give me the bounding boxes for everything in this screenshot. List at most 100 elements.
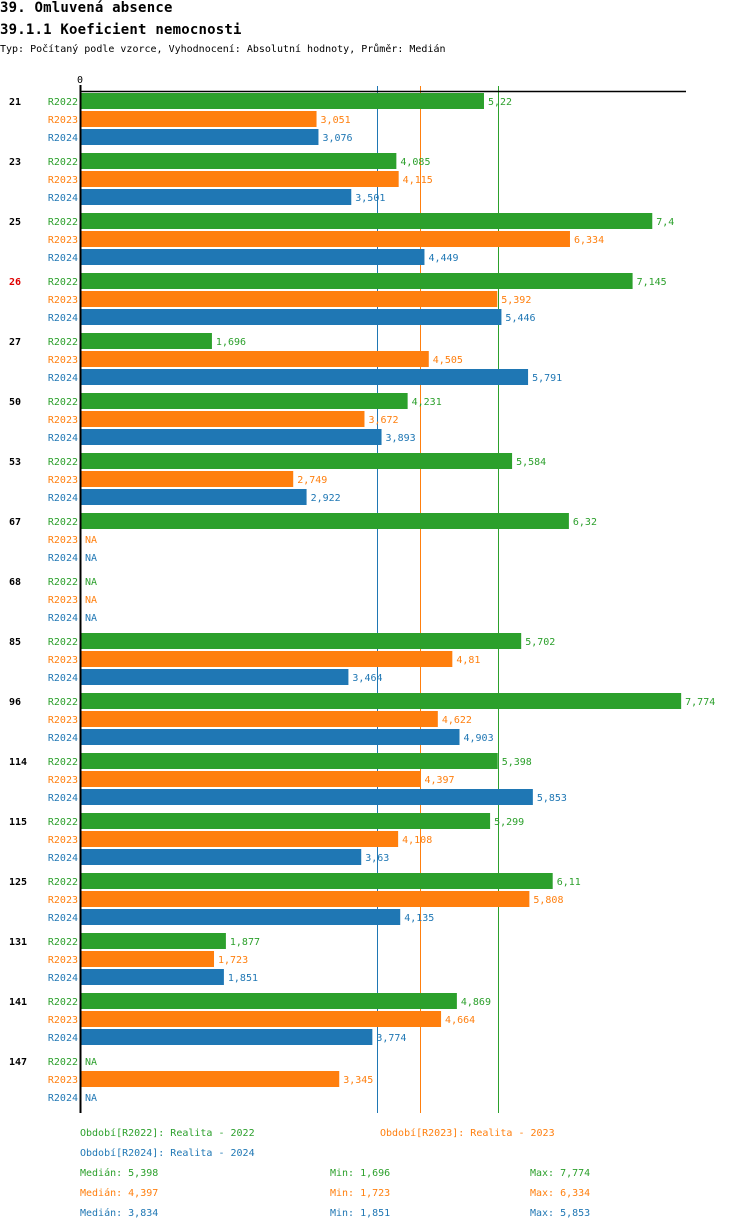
bar-r2023 — [81, 351, 429, 367]
bar-r2023 — [81, 471, 294, 487]
series-label: R2023 — [48, 775, 78, 786]
value-label: NA — [85, 553, 97, 564]
bar-r2022 — [81, 813, 491, 829]
bar-r2024 — [81, 849, 362, 865]
value-label: 5,392 — [501, 295, 531, 306]
bar-r2024 — [81, 489, 307, 505]
bar-r2024 — [81, 729, 460, 745]
value-label: 2,749 — [297, 475, 327, 486]
series-label: R2023 — [48, 895, 78, 906]
value-label: 3,051 — [321, 115, 351, 126]
category-label: 67 — [9, 517, 21, 528]
value-label: 5,446 — [505, 313, 535, 324]
bar-r2023 — [81, 951, 215, 967]
stat-max-r2023: Max: 6,334 — [530, 1188, 591, 1199]
value-label: 5,853 — [537, 793, 567, 804]
value-label: NA — [85, 1093, 97, 1104]
series-label: R2023 — [48, 1075, 78, 1086]
legend-item-r2022: Období[R2022]: Realita - 2022 — [80, 1128, 255, 1139]
value-label: 1,877 — [230, 937, 260, 948]
value-label: 4,231 — [412, 397, 442, 408]
value-label: 4,135 — [404, 913, 434, 924]
value-label: 7,774 — [685, 697, 715, 708]
series-label: R2023 — [48, 295, 78, 306]
value-label: 3,464 — [352, 673, 382, 684]
series-label: R2022 — [48, 517, 78, 528]
series-label: R2022 — [48, 817, 78, 828]
category-label: 53 — [9, 457, 21, 468]
series-label: R2023 — [48, 955, 78, 966]
category-label: 131 — [9, 937, 27, 948]
series-label: R2023 — [48, 715, 78, 726]
series-label: R2023 — [48, 655, 78, 666]
value-label: 3,672 — [368, 415, 398, 426]
value-label: 4,108 — [402, 835, 432, 846]
value-label: 3,63 — [365, 853, 389, 864]
series-label: R2022 — [48, 997, 78, 1008]
series-label: R2024 — [48, 493, 78, 504]
series-label: R2024 — [48, 1033, 78, 1044]
stat-median-r2022: Medián: 5,398 — [80, 1168, 159, 1179]
value-label: 4,115 — [403, 175, 433, 186]
bar-r2022 — [81, 333, 212, 349]
series-label: R2023 — [48, 235, 78, 246]
bar-r2022 — [81, 873, 553, 889]
value-label: 5,808 — [533, 895, 563, 906]
series-label: R2022 — [48, 637, 78, 648]
series-label: R2024 — [48, 913, 78, 924]
value-label: 4,397 — [424, 775, 454, 786]
bar-r2023 — [81, 1011, 442, 1027]
series-label: R2024 — [48, 733, 78, 744]
value-label: 3,345 — [343, 1075, 373, 1086]
bar-r2022 — [81, 933, 226, 949]
value-label: 4,505 — [433, 355, 463, 366]
stat-min-r2024: Min: 1,851 — [330, 1208, 391, 1219]
series-label: R2023 — [48, 535, 78, 546]
series-label: R2022 — [48, 697, 78, 708]
stat-median-r2024: Medián: 3,834 — [80, 1208, 159, 1219]
series-label: R2022 — [48, 937, 78, 948]
series-label: R2024 — [48, 673, 78, 684]
value-label: 4,903 — [464, 733, 494, 744]
bar-r2024 — [81, 1029, 373, 1045]
value-label: NA — [85, 577, 97, 588]
series-label: R2022 — [48, 577, 78, 588]
value-label: 3,076 — [322, 133, 352, 144]
category-label: 50 — [9, 397, 21, 408]
value-label: NA — [85, 613, 97, 624]
value-label: 3,893 — [386, 433, 416, 444]
value-label: NA — [85, 535, 97, 546]
bar-r2023 — [81, 1071, 340, 1087]
category-label: 27 — [9, 337, 21, 348]
category-label: 141 — [9, 997, 27, 1008]
stat-max-r2022: Max: 7,774 — [530, 1168, 591, 1179]
bar-r2024 — [81, 129, 319, 145]
value-label: 7,4 — [656, 217, 674, 228]
value-label: 4,664 — [445, 1015, 475, 1026]
bar-r2023 — [81, 111, 317, 127]
value-label: 3,501 — [355, 193, 385, 204]
bar-r2022 — [81, 633, 522, 649]
bar-r2024 — [81, 969, 224, 985]
bar-r2022 — [81, 993, 457, 1009]
category-label: 96 — [9, 697, 21, 708]
value-label: 1,851 — [228, 973, 258, 984]
value-label: 4,449 — [428, 253, 458, 264]
bar-r2024 — [81, 249, 425, 265]
stat-median-r2023: Medián: 4,397 — [80, 1188, 159, 1199]
series-label: R2023 — [48, 1015, 78, 1026]
category-label: 68 — [9, 577, 21, 588]
section-title: 39. Omluvená absence — [0, 0, 173, 16]
series-label: R2023 — [48, 475, 78, 486]
series-label: R2022 — [48, 97, 78, 108]
value-label: 5,398 — [502, 757, 532, 768]
value-label: 5,22 — [488, 97, 512, 108]
value-label: 6,11 — [557, 877, 581, 888]
stat-max-r2024: Max: 5,853 — [530, 1208, 591, 1219]
bar-r2022 — [81, 753, 498, 769]
series-label: R2023 — [48, 415, 78, 426]
series-label: R2024 — [48, 253, 78, 264]
value-label: 5,791 — [532, 373, 562, 384]
series-label: R2024 — [48, 133, 78, 144]
bar-r2022 — [81, 453, 513, 469]
